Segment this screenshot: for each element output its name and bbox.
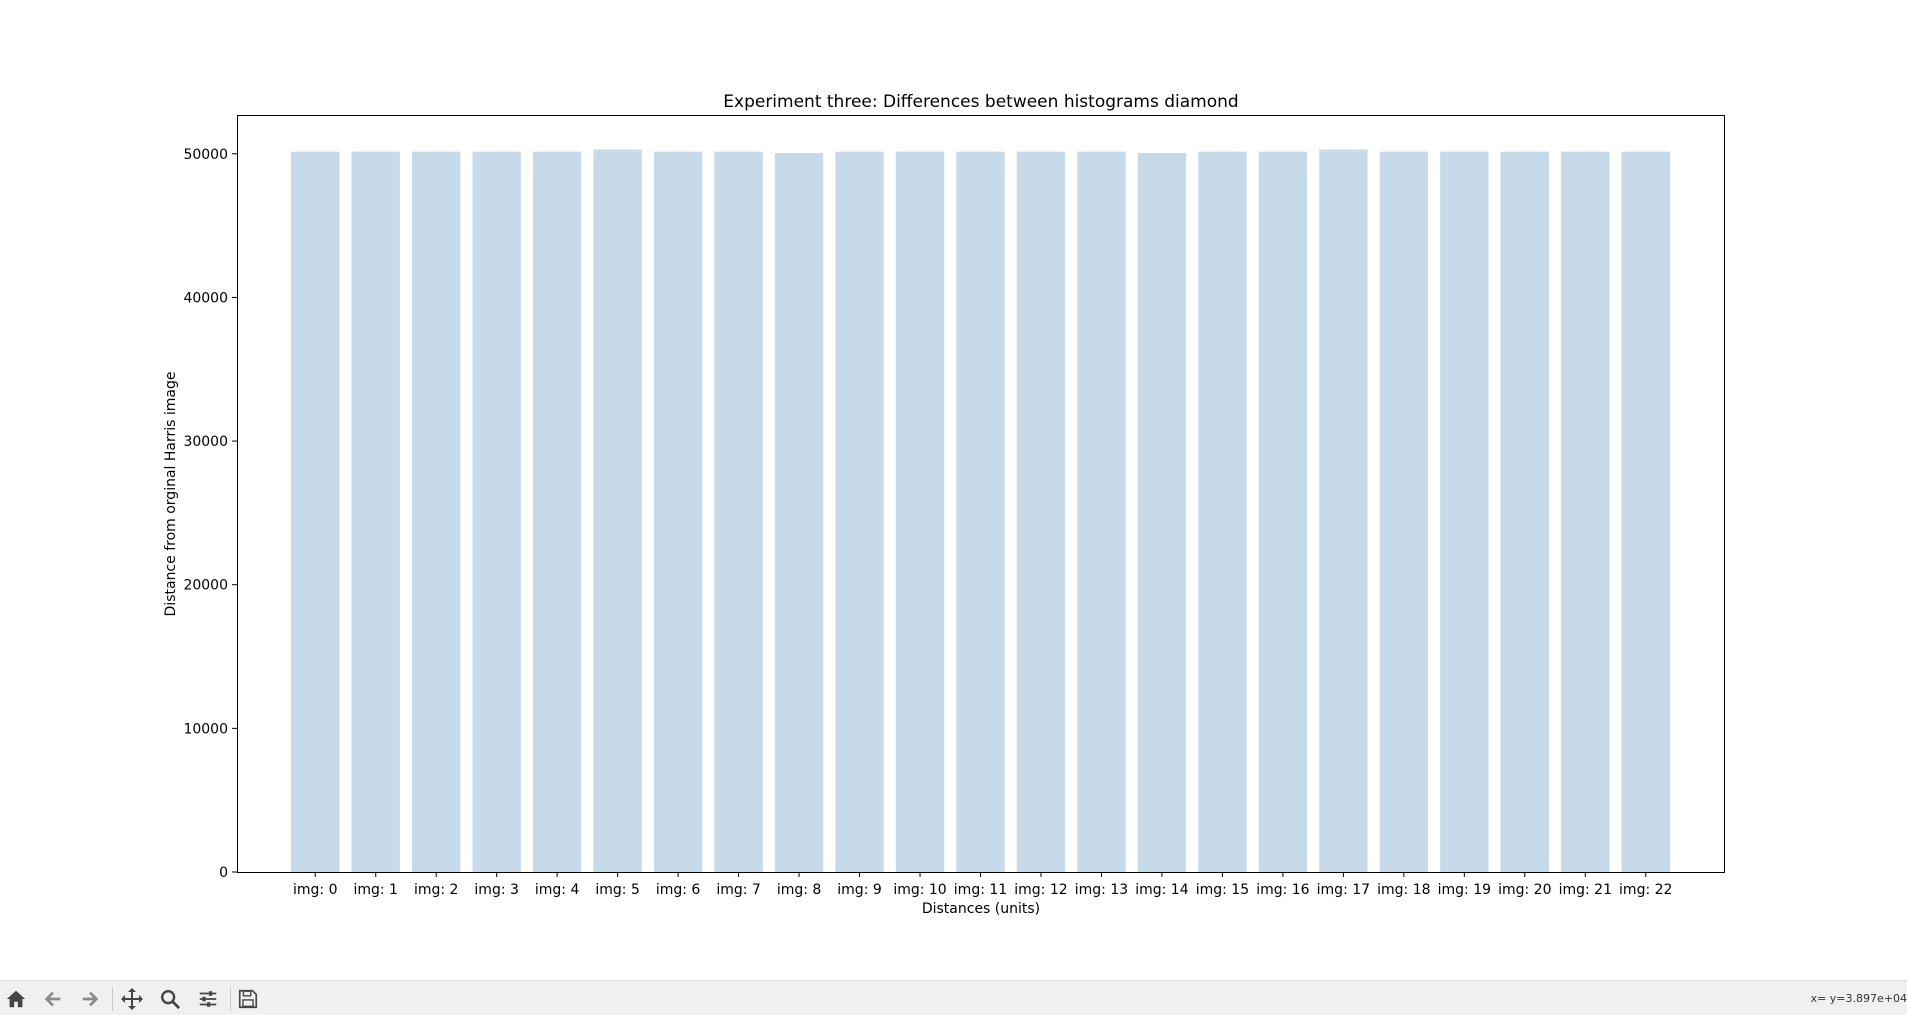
x-tick-label: img: 9: [837, 882, 882, 898]
bar-6: [653, 151, 703, 872]
bar-7: [714, 151, 763, 872]
x-tick-label: img: 0: [293, 882, 338, 898]
bar-2: [412, 151, 461, 872]
x-tick-label: img: 17: [1317, 882, 1370, 898]
x-tick-label: img: 1: [353, 882, 398, 898]
configure-subplots-button[interactable]: [193, 985, 223, 1013]
x-tick-label: img: 19: [1438, 882, 1491, 898]
forward-button[interactable]: [75, 985, 105, 1013]
bar-21: [1561, 151, 1610, 872]
x-tick-label: img: 22: [1619, 882, 1672, 898]
bar-0: [291, 151, 340, 872]
y-tick-label: 50000: [183, 147, 228, 163]
x-tick-label: img: 3: [474, 882, 519, 898]
arrow-left-icon: [44, 991, 61, 1007]
figure: Experiment three: Differences between hi…: [163, 92, 1725, 917]
sliders-icon: [199, 991, 217, 1007]
y-axis-label: Distance from orginal Harris image: [163, 372, 179, 617]
x-tick-label: img: 6: [656, 882, 701, 898]
bar-16: [1258, 151, 1308, 872]
x-tick-label: img: 20: [1498, 882, 1551, 898]
back-button[interactable]: [38, 985, 68, 1013]
x-tick-label: img: 10: [893, 882, 946, 898]
y-axis-ticks: 0 10000 20000 30000 40000 50000: [183, 147, 237, 881]
x-tick-label: img: 5: [595, 882, 640, 898]
bar-14: [1137, 153, 1187, 873]
bar-chart: Experiment three: Differences between hi…: [163, 92, 1725, 917]
save-button[interactable]: [233, 985, 263, 1013]
x-tick-label: img: 2: [414, 882, 459, 898]
x-tick-label: img: 18: [1377, 882, 1430, 898]
floppy-disk-icon: [238, 989, 258, 1009]
chart-title: Experiment three: Differences between hi…: [723, 92, 1238, 112]
x-axis-label: Distances (units): [922, 901, 1040, 917]
bar-18: [1379, 151, 1429, 872]
x-tick-label: img: 15: [1196, 882, 1249, 898]
home-icon: [6, 990, 26, 1008]
home-button[interactable]: [1, 985, 31, 1013]
x-tick-label: img: 21: [1559, 882, 1612, 898]
bar-12: [1016, 151, 1066, 872]
bar-9: [835, 151, 884, 872]
x-tick-label: img: 7: [716, 882, 761, 898]
bar-15: [1198, 151, 1247, 872]
navigation-toolbar: x= y=3.897e+04: [0, 980, 1907, 1015]
arrow-right-icon: [82, 991, 99, 1007]
bar-13: [1077, 151, 1126, 872]
x-tick-label: img: 4: [535, 882, 580, 898]
bar-20: [1500, 151, 1549, 872]
y-tick-label: 10000: [183, 721, 228, 737]
bar-1: [351, 151, 400, 872]
x-tick-label: img: 16: [1256, 882, 1309, 898]
bar-17: [1319, 149, 1368, 873]
y-tick-label: 30000: [183, 434, 228, 450]
zoom-button[interactable]: [155, 985, 185, 1013]
bar-3: [472, 151, 521, 872]
bar-5: [593, 149, 642, 873]
magnifier-icon: [161, 990, 180, 1009]
x-tick-label: img: 12: [1014, 882, 1067, 898]
bar-19: [1440, 151, 1489, 872]
y-tick-label: 0: [219, 865, 228, 881]
x-tick-label: img: 13: [1075, 882, 1128, 898]
x-tick-label: img: 11: [954, 882, 1007, 898]
bar-4: [532, 151, 582, 872]
bar-10: [895, 151, 945, 872]
coordinate-readout: x= y=3.897e+04: [1810, 992, 1907, 1005]
pan-button[interactable]: [117, 985, 147, 1013]
x-axis-ticks: img: 0 img: 1 img: 2 img: 3 img: 4 img: 5 img:…: [293, 872, 1672, 898]
x-tick-label: img: 14: [1135, 882, 1188, 898]
x-tick-label: img: 8: [777, 882, 822, 898]
bar-8: [774, 153, 824, 873]
bars: [291, 149, 1670, 873]
y-tick-label: 20000: [183, 578, 228, 594]
y-tick-label: 40000: [183, 290, 228, 306]
bar-11: [956, 151, 1005, 872]
bar-22: [1621, 151, 1670, 872]
move-icon: [121, 988, 143, 1010]
